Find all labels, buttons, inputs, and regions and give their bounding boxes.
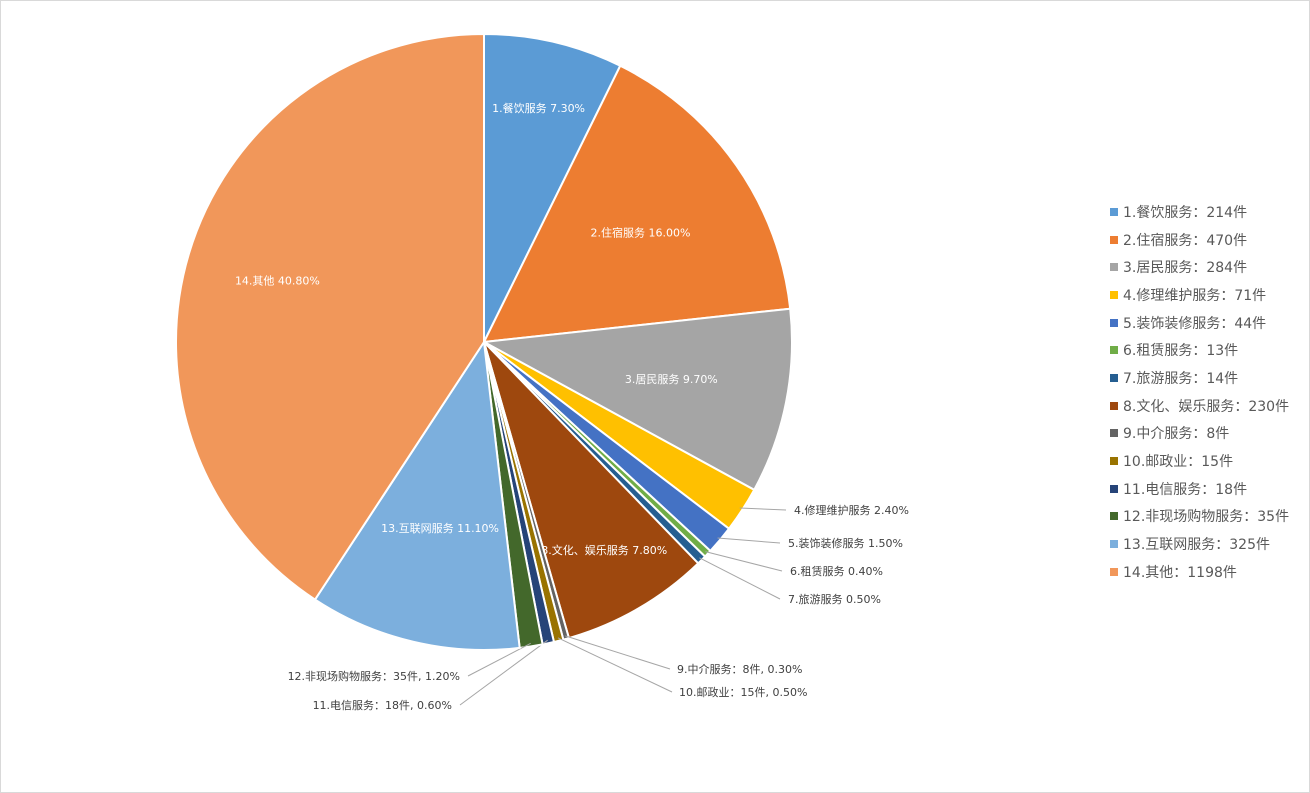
slice-label-9: 9.中介服务：8件, 0.30% (677, 663, 802, 676)
legend-swatch (1110, 263, 1118, 272)
legend-swatch (1110, 512, 1118, 521)
legend-label: 11.电信服务：18件 (1123, 481, 1248, 498)
slice-label-14: 14.其他 40.80% (235, 274, 320, 287)
legend-swatch (1110, 540, 1118, 549)
legend-label: 13.互联网服务：325件 (1123, 537, 1270, 554)
leader-line-11 (459, 639, 548, 706)
legend-label: 2.住宿服务：470件 (1123, 232, 1248, 249)
pie-slice-8 (483, 341, 700, 640)
slice-label-5: 5.装饰装修服务 1.50% (788, 536, 903, 550)
legend: 1.餐饮服务：214件 2.住宿服务：470件 3.居民服务：284件 4.修理维护服… (1110, 198, 1289, 586)
leader-line-4 (739, 507, 787, 511)
legend-item-13: 13.互联网服务：325件 (1110, 530, 1289, 558)
leader-line-10 (557, 637, 673, 693)
leader-line-6 (705, 551, 783, 572)
legend-item-5: 5.装饰装修服务：44件 (1110, 309, 1289, 337)
legend-item-11: 11.电信服务：18件 (1110, 475, 1289, 503)
slice-label-6: 6.租赁服务 0.40% (790, 564, 883, 578)
legend-label: 7.旅游服务：14件 (1123, 370, 1239, 387)
legend-swatch (1110, 457, 1118, 466)
legend-item-8: 8.文化、娱乐服务：230件 (1110, 392, 1289, 420)
legend-swatch (1110, 235, 1118, 244)
legend-swatch (1110, 401, 1118, 410)
slice-label-11: 11.电信服务：18件, 0.60% (313, 699, 452, 712)
pie-slice-13 (313, 339, 521, 651)
legend-item-1: 1.餐饮服务：214件 (1110, 198, 1289, 226)
legend-swatch (1110, 346, 1118, 355)
legend-label: 12.非现场购物服务：35件 (1123, 509, 1290, 526)
pie-slice-14 (175, 32, 485, 601)
legend-item-9: 9.中介服务：8件 (1110, 420, 1289, 448)
slice-label-12: 12.非现场购物服务：35件, 1.20% (288, 669, 460, 683)
legend-label: 5.装饰装修服务：44件 (1123, 315, 1267, 332)
legend-item-3: 3.居民服务：284件 (1110, 253, 1289, 281)
slice-label-10: 10.邮政业：15件, 0.50% (679, 685, 807, 699)
legend-item-2: 2.住宿服务：470件 (1110, 226, 1289, 254)
legend-label: 9.中介服务：8件 (1123, 426, 1230, 443)
legend-item-12: 12.非现场购物服务：35件 (1110, 503, 1289, 531)
slice-label-8: 8.文化、娱乐服务 7.80% (541, 543, 667, 557)
pie-slice-2 (482, 64, 792, 344)
slice-label-3: 3.居民服务 9.70% (625, 373, 718, 386)
leader-line-9 (565, 635, 671, 670)
pie-slice-3 (480, 307, 793, 492)
leader-line-7 (699, 557, 781, 600)
legend-swatch (1110, 373, 1118, 382)
legend-label: 8.文化、娱乐服务：230件 (1123, 398, 1290, 415)
legend-swatch (1110, 429, 1118, 438)
slice-label-13: 13.互联网服务 11.10% (381, 522, 499, 535)
legend-item-10: 10.邮政业：15件 (1110, 447, 1289, 475)
legend-swatch (1110, 290, 1118, 299)
legend-label: 10.邮政业：15件 (1123, 454, 1234, 471)
slice-label-2: 2.住宿服务 16.00% (591, 226, 691, 240)
legend-item-4: 4.修理维护服务：71件 (1110, 281, 1289, 309)
legend-swatch (1110, 484, 1118, 493)
pie-slice-1 (483, 32, 622, 343)
legend-item-7: 7.旅游服务：14件 (1110, 364, 1289, 392)
legend-item-6: 6.租赁服务：13件 (1110, 336, 1289, 364)
slice-label-1: 1.餐饮服务 7.30% (492, 101, 585, 115)
slice-label-7: 7.旅游服务 0.50% (788, 592, 881, 606)
legend-label: 6.租赁服务：13件 (1123, 343, 1239, 360)
legend-item-14: 14.其他：1198件 (1110, 558, 1289, 586)
leader-line-5 (717, 537, 781, 544)
legend-label: 4.修理维护服务：71件 (1123, 287, 1267, 304)
legend-label: 3.居民服务：284件 (1123, 260, 1248, 277)
legend-label: 14.其他：1198件 (1123, 564, 1237, 581)
legend-swatch (1110, 567, 1118, 576)
legend-swatch (1110, 207, 1118, 216)
slice-label-4: 4.修理维护服务 2.40% (794, 503, 909, 517)
legend-swatch (1110, 318, 1118, 327)
legend-label: 1.餐饮服务：214件 (1123, 204, 1248, 221)
